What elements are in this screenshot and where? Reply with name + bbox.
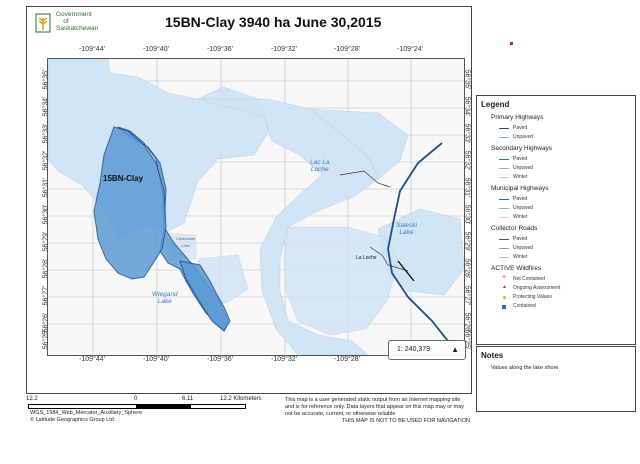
legend-item-label: Ongoing Assessment <box>513 285 561 291</box>
scale-tick-zero: 0 <box>134 396 138 402</box>
line-symbol-icon <box>499 159 509 160</box>
legend-item-label: Unpaved <box>513 134 534 140</box>
longitude-tick-label: -109°44' <box>79 356 105 363</box>
water-bodies <box>48 59 464 355</box>
line-symbol-icon <box>499 208 509 209</box>
map-svg <box>48 59 464 355</box>
scale-tick-mid: 6.11 <box>182 396 194 402</box>
line-symbol-icon <box>499 239 509 240</box>
fire-perimeter-tail[interactable] <box>179 260 231 332</box>
notes-text: Values along the lake shore <box>491 365 559 371</box>
navigation-warning: THIS MAP IS NOT TO BE USED FOR NAVIGATIO… <box>341 418 470 424</box>
collector-road <box>339 170 391 188</box>
scale-tick-left: 12.2 <box>26 396 38 402</box>
legend-group-title: Secondary Highways <box>491 145 553 152</box>
longitude-tick-label: -109°32' <box>271 356 297 363</box>
fire-perimeter-main[interactable] <box>93 126 167 280</box>
roads <box>339 142 464 355</box>
longitude-tick-label: -109°36' <box>207 46 233 53</box>
scale-segment-2 <box>136 404 192 409</box>
legend-item-label: Winter <box>513 214 528 220</box>
longitude-tick-label: -109°40' <box>143 356 169 363</box>
legend-title: Legend <box>481 100 510 109</box>
notes-panel: Notes Values along the lake shore <box>476 346 636 412</box>
line-symbol-icon <box>499 168 509 169</box>
line-symbol-icon <box>499 199 509 200</box>
legend-item-label: Winter <box>513 174 528 180</box>
line-symbol-icon <box>499 257 509 258</box>
legend-item-label: Unpaved <box>513 205 534 211</box>
line-symbol-icon <box>499 128 509 129</box>
map-canvas[interactable]: 15BN-Clay Lac La Loche Saleski Lake Wieg… <box>47 58 465 356</box>
longitude-tick-label: -109°40' <box>143 46 169 53</box>
legend-item-label: Paved <box>513 236 528 242</box>
legend-group-title: ACTIVE Wildfires <box>491 265 542 272</box>
legend-item-label: Contained <box>513 303 536 309</box>
town-street <box>397 260 415 282</box>
legend-item-label: Not Contained <box>513 276 545 282</box>
longitude-tick-label: -109°32' <box>271 46 297 53</box>
marker-dot <box>510 42 513 45</box>
lake-label-saleski: Saleski Lake <box>396 222 417 236</box>
legend-group-title: Collector Roads <box>491 225 538 232</box>
scale-ratio-box: 1: 240,379 ▲ <box>388 340 466 360</box>
legend-group-title: Municipal Highways <box>491 185 549 192</box>
primary-highway <box>387 142 464 355</box>
map-frame <box>26 6 472 394</box>
legend-item-label: Winter <box>513 254 528 260</box>
credits: WGS_1984_Web_Mercator_Auxiliary_Sphere ©… <box>30 410 142 424</box>
lake-label-small: Clearwater Lake <box>176 236 196 248</box>
not-contained-icon: + <box>502 274 507 281</box>
legend-item-label: Paved <box>513 156 528 162</box>
protecting-values-icon <box>503 296 506 299</box>
scale-segment-1 <box>28 404 138 409</box>
disclaimer-text: This map is a user generated static outp… <box>285 397 465 417</box>
disclaimer: This map is a user generated static outp… <box>285 397 470 425</box>
legend-item-label: Paved <box>513 196 528 202</box>
line-symbol-icon <box>499 217 509 218</box>
fire-label: 15BN-Clay <box>103 174 144 183</box>
lake-label-lac-la-loche: Lac La Loche <box>310 159 330 173</box>
contained-icon <box>502 305 506 309</box>
ongoing-assessment-icon: ▲ <box>502 284 507 290</box>
wheat-icon <box>35 13 51 33</box>
longitude-tick-label: -109°24' <box>397 46 423 53</box>
notes-title: Notes <box>481 351 504 360</box>
longitude-tick-label: -109°28' <box>334 46 360 53</box>
line-symbol-icon <box>499 137 509 138</box>
legend-item-label: Paved <box>513 125 528 131</box>
legend: Legend Primary Highways Paved Unpaved Secon… <box>476 95 636 345</box>
line-symbol-icon <box>499 248 509 249</box>
map-title: 15BN-Clay 3940 ha June 30,2015 <box>165 14 382 30</box>
longitude-tick-label: -109°36' <box>207 356 233 363</box>
lake-label-wiegand: Wiegand Lake <box>152 291 178 305</box>
scale-tick-right: 12.2 Kilometers <box>220 396 262 402</box>
line-symbol-icon <box>499 177 509 178</box>
longitude-tick-label: -109°28' <box>334 356 360 363</box>
scale-ratio: 1: 240,379 <box>397 346 431 353</box>
scale-segment-3 <box>190 404 246 409</box>
town-label-la-loche: La Loche <box>356 255 377 261</box>
legend-item-label: Unpaved <box>513 165 534 171</box>
logo-text: Government of Saskatchewan <box>56 11 99 32</box>
north-arrow-icon: ▲ <box>451 345 459 354</box>
legend-item-label: Unpaved <box>513 245 534 251</box>
longitude-tick-label: -109°44' <box>79 46 105 53</box>
legend-group-title: Primary Highways <box>491 114 544 121</box>
town-road <box>369 246 409 272</box>
government-logo: Government of Saskatchewan <box>34 10 129 38</box>
copyright-text: © Latitude Geographics Group Ltd. <box>30 417 116 423</box>
legend-item-label: Protecting Values <box>513 294 552 300</box>
projection-text: WGS_1984_Web_Mercator_Auxiliary_Sphere <box>30 410 143 416</box>
